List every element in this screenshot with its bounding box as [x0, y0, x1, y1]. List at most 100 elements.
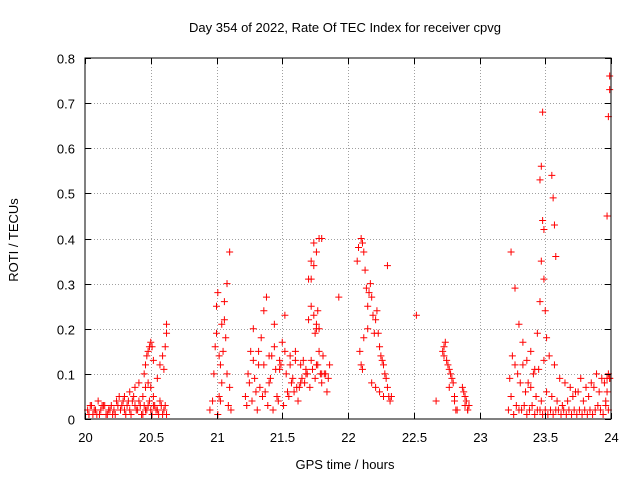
data-point: [307, 257, 315, 265]
data-point: [216, 397, 224, 405]
data-point: [326, 361, 334, 369]
data-point: [596, 406, 604, 414]
x-tick-label: 23.5: [533, 430, 558, 445]
x-axis-label: GPS time / hours: [296, 457, 395, 472]
data-point: [451, 397, 459, 405]
data-point: [518, 406, 526, 414]
data-point: [460, 388, 468, 396]
data-point: [519, 338, 527, 346]
data-point: [153, 374, 161, 382]
data-point: [257, 334, 265, 342]
data-point: [219, 347, 227, 355]
data-point: [577, 374, 585, 382]
data-point: [138, 410, 146, 418]
data-point: [461, 392, 469, 400]
data-point: [305, 316, 313, 324]
data-point: [265, 352, 273, 360]
data-point: [600, 379, 608, 387]
data-point: [506, 374, 514, 382]
data-point: [548, 171, 556, 179]
data-point: [120, 392, 128, 400]
data-point: [213, 302, 220, 310]
data-point: [291, 356, 299, 364]
data-point: [540, 225, 548, 233]
data-point: [261, 388, 269, 396]
data-point: [223, 280, 231, 288]
data-point: [307, 302, 315, 310]
data-point: [143, 406, 151, 414]
y-tick-label: 0: [68, 413, 75, 428]
data-point: [135, 397, 143, 405]
data-point: [372, 383, 380, 391]
data-point: [311, 329, 319, 337]
data-point: [307, 356, 315, 364]
data-point: [368, 293, 376, 301]
data-point: [527, 383, 535, 391]
data-point: [549, 194, 557, 202]
data-point: [549, 410, 557, 418]
data-point: [439, 347, 447, 355]
data-point: [543, 334, 551, 342]
data-point: [310, 262, 318, 270]
data-point: [315, 325, 323, 333]
data-point: [213, 329, 220, 337]
x-tick-label: 23: [473, 430, 487, 445]
data-point: [291, 347, 299, 355]
data-point: [364, 302, 372, 310]
x-tick-label: 22: [341, 430, 355, 445]
data-point: [599, 410, 607, 418]
data-point: [140, 370, 148, 378]
data-point: [585, 392, 593, 400]
data-point: [282, 370, 290, 378]
data-point: [324, 374, 332, 382]
data-point: [147, 383, 155, 391]
data-point: [114, 401, 122, 409]
data-point: [247, 347, 255, 355]
grid-lines: [85, 58, 611, 419]
data-point: [319, 352, 327, 360]
data-point: [145, 397, 153, 405]
data-point: [285, 392, 293, 400]
data-point: [149, 392, 157, 400]
data-point: [88, 401, 96, 409]
data-point: [511, 284, 519, 292]
data-point: [218, 379, 226, 387]
data-point: [514, 370, 522, 378]
data-point: [143, 352, 151, 360]
data-point: [159, 410, 167, 418]
data-point: [287, 379, 295, 387]
x-tick-label: 20.5: [139, 430, 164, 445]
data-point: [524, 379, 532, 387]
data-point: [318, 370, 326, 378]
data-point: [579, 397, 587, 405]
data-point: [270, 320, 278, 328]
data-point: [274, 397, 282, 405]
data-point: [566, 383, 574, 391]
data-point: [564, 397, 572, 405]
data-point: [595, 388, 603, 396]
data-point: [441, 338, 449, 346]
data-point: [260, 361, 268, 369]
data-point: [98, 401, 106, 409]
data-point: [270, 343, 278, 351]
data-point: [293, 383, 301, 391]
axis-ticks: [85, 58, 612, 420]
y-tick-label: 0.3: [57, 278, 75, 293]
data-point: [226, 383, 234, 391]
data-point: [561, 379, 569, 387]
data-point: [156, 361, 164, 369]
data-point: [360, 334, 368, 342]
data-point: [126, 406, 134, 414]
data-point: [220, 298, 228, 306]
data-point: [602, 397, 610, 405]
data-point: [603, 212, 611, 220]
data-point: [536, 176, 544, 184]
data-point: [255, 347, 263, 355]
data-point: [280, 401, 288, 409]
data-point: [590, 383, 598, 391]
data-point: [264, 401, 272, 409]
data-point: [453, 406, 461, 414]
data-point: [210, 370, 218, 378]
data-point: [284, 388, 292, 396]
data-point: [445, 365, 453, 373]
